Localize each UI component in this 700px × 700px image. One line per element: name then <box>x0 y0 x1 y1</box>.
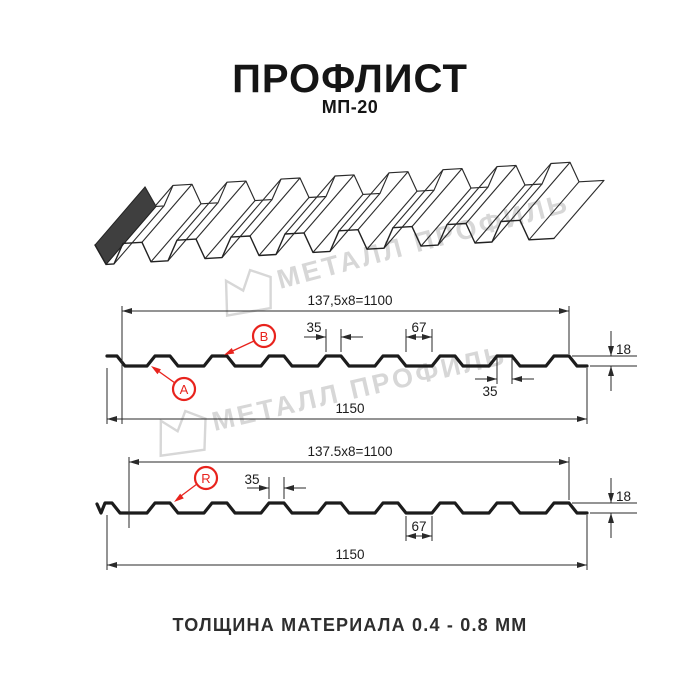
dim-rib-bottom-width: 35 <box>482 384 497 399</box>
dimension-arrowhead <box>107 562 117 568</box>
corrugation-edge-line <box>221 199 273 258</box>
corrugation-edge-line <box>491 183 543 243</box>
corrugation-edge-line <box>195 180 247 240</box>
dim-module-formula: 137.5x8=1100 <box>308 444 393 459</box>
corrugation-edge-line <box>357 171 409 231</box>
dimension-arrowhead <box>559 308 569 314</box>
corrugation-edge-line <box>420 187 472 247</box>
dim-total-width: 1150 <box>335 547 364 562</box>
marker-circle <box>193 465 219 491</box>
dimension-arrowhead <box>512 376 522 382</box>
marker-circle <box>171 376 197 402</box>
watermark-top: МЕТАЛЛ ПРОФИЛЬ <box>224 188 573 318</box>
dimension-arrowhead <box>608 366 614 376</box>
dim-profile-height: 18 <box>616 489 631 504</box>
dim-rib-top-width: 35 <box>244 472 259 487</box>
corrugation-edge-line <box>141 183 193 243</box>
corrugation-edge-line <box>312 193 364 253</box>
corrugation-edge-line <box>437 186 489 246</box>
corrugation-edge-line <box>230 178 282 238</box>
corrugation-edge-line <box>338 172 390 232</box>
metall-profil-logo-icon <box>224 268 272 318</box>
dimension-arrowhead <box>577 562 587 568</box>
dim-module-formula: 137,5x8=1100 <box>308 293 393 308</box>
dim-rib-top-width: 35 <box>306 320 321 335</box>
label-a-marker: A <box>180 382 189 397</box>
corrugation-edge-line <box>411 168 463 227</box>
watermark-text: МЕТАЛЛ ПРОФИЛЬ <box>209 340 509 437</box>
corrugation-edge-line <box>303 174 355 234</box>
dim-valley-width: 67 <box>411 320 426 335</box>
corrugation-edge-line <box>176 181 228 241</box>
dimension-arrowhead <box>341 334 351 340</box>
corrugation-edge-line <box>204 200 256 259</box>
dimension-arrowhead <box>284 485 294 491</box>
dimension-arrowhead <box>422 334 432 340</box>
cross-section-reverse-side: 137.5x8=1100 35 67 18 1150 R <box>95 444 637 570</box>
dimension-arrowhead <box>122 308 132 314</box>
corrugation-edge-line <box>284 175 336 235</box>
marker-circle <box>251 323 277 349</box>
corrugation-edge-line <box>366 190 418 250</box>
profile-sheet-3d-view <box>94 161 605 266</box>
back-profile-edge <box>144 161 605 207</box>
label-b-marker: B <box>260 329 269 344</box>
corrugation-edge-line <box>500 163 552 222</box>
corrugation-edge-line <box>553 180 605 239</box>
corrugation-edge-line <box>446 166 498 225</box>
corrugation-edge-line <box>474 184 526 244</box>
dimension-arrowhead <box>316 334 326 340</box>
profile-outline <box>105 354 589 368</box>
corrugation-edge-line <box>465 165 517 224</box>
dimension-arrowhead <box>406 533 416 539</box>
dimension-arrowhead <box>107 416 117 422</box>
corrugation-edge-line <box>150 203 202 263</box>
label-r-marker: R <box>201 471 210 486</box>
dimension-arrowhead <box>422 533 432 539</box>
dim-total-width: 1150 <box>335 401 364 416</box>
corrugation-edge-line <box>167 202 219 262</box>
corrugation-edge-line <box>329 193 381 252</box>
dimension-arrowhead <box>608 493 614 503</box>
dimension-arrowhead <box>259 485 269 491</box>
metall-profil-logo-icon <box>159 409 207 458</box>
dimension-arrowhead <box>608 346 614 356</box>
corrugation-edge-line <box>249 177 301 237</box>
dimension-arrowhead <box>577 416 587 422</box>
front-profile-edge <box>94 219 555 266</box>
corrugation-edge-line <box>275 196 327 255</box>
profile-outline <box>95 501 589 515</box>
corrugation-edge-line <box>258 197 310 256</box>
corrugation-edge-line <box>383 189 435 249</box>
dim-profile-height: 18 <box>616 342 631 357</box>
dimension-arrowhead <box>224 348 235 355</box>
corrugation-edge-line <box>528 181 580 241</box>
page-title: ПРОФЛИСТ <box>232 57 468 101</box>
product-model: МП-20 <box>321 97 379 117</box>
dimension-arrowhead <box>151 366 161 375</box>
dimension-arrowhead <box>559 459 569 465</box>
dim-valley-width: 67 <box>411 519 426 534</box>
dimension-arrowhead <box>608 513 614 523</box>
dimension-arrowhead <box>174 493 184 502</box>
dimension-arrowhead <box>406 334 416 340</box>
dimension-arrowhead <box>487 376 497 382</box>
corrugation-edge-line <box>519 161 571 221</box>
material-thickness-note: ТОЛЩИНА МАТЕРИАЛА 0.4 - 0.8 ММ <box>172 615 528 635</box>
dimension-arrowhead <box>129 459 139 465</box>
watermark-text: МЕТАЛЛ ПРОФИЛЬ <box>274 188 573 295</box>
corrugation-edge-line <box>392 169 444 229</box>
cross-section-front-side: 137,5x8=1100 35 67 18 35 1150 B A <box>105 293 637 424</box>
corrugation-edge-line <box>113 205 165 265</box>
